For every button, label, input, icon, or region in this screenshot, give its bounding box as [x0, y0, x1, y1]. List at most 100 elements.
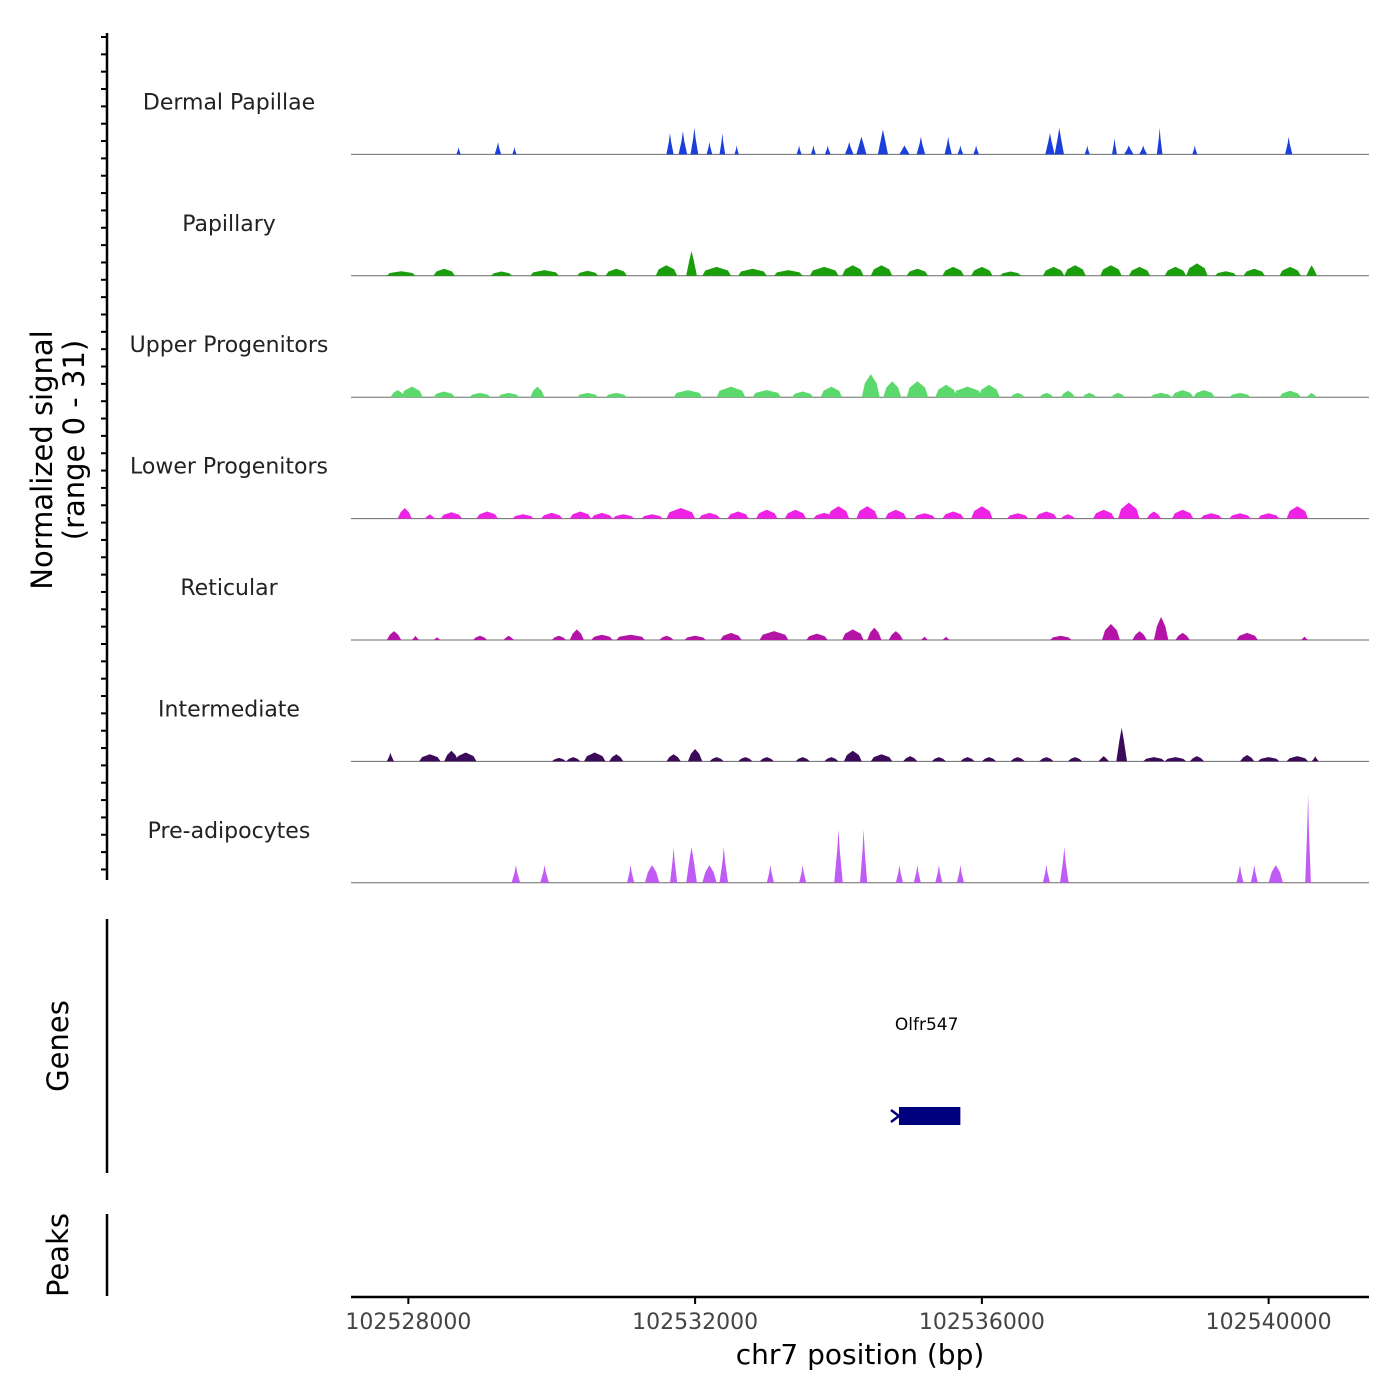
signal-peak [799, 865, 807, 883]
signal-peak [1306, 392, 1317, 398]
signal-peak [498, 392, 520, 398]
signal-peak [605, 268, 627, 276]
signal-peak [774, 270, 803, 276]
signal-peak [666, 508, 696, 519]
track-label: Intermediate [158, 697, 300, 722]
signal-peak [719, 133, 726, 155]
signal-peak [433, 268, 455, 276]
signal-peak [1082, 392, 1097, 398]
x-axis-ticks: 102528000 102532000 102536000 102540000 [345, 1297, 1332, 1335]
signal-peak [935, 384, 957, 398]
track-3: Lower Progenitors [130, 455, 1369, 520]
x-tick-label: 102536000 [919, 1310, 1045, 1335]
signal-peak [706, 142, 713, 155]
signal-peak [690, 127, 699, 155]
signal-peak [1098, 756, 1110, 762]
signal-peak [906, 381, 929, 398]
signal-peak [1039, 757, 1054, 762]
signal-peak [903, 756, 918, 762]
signal-peak [1132, 631, 1147, 640]
signal-peak [591, 634, 613, 640]
signal-peak [978, 384, 1000, 398]
x-axis-title: chr7 position (bp) [736, 1338, 985, 1371]
signal-peak [512, 514, 534, 519]
signal-peak [494, 142, 502, 155]
signal-peak [1042, 865, 1050, 883]
signal-peak [540, 865, 549, 883]
signal-peak [810, 145, 816, 155]
signal-peak [844, 142, 854, 155]
peaks-track-label: Peaks [41, 1213, 75, 1297]
signal-peak [856, 136, 867, 155]
signal-peak [1279, 390, 1301, 398]
signal-peak [440, 512, 463, 519]
genes-track-label: Genes [41, 1000, 75, 1092]
signal-peak [860, 829, 868, 883]
signal-peak [1193, 390, 1215, 398]
signal-peak [820, 386, 843, 398]
signal-peak [1214, 271, 1237, 276]
signal-peak [843, 750, 862, 762]
track-label: Reticular [180, 576, 278, 601]
signal-peak [1279, 266, 1301, 276]
signal-peak [1268, 865, 1283, 883]
signal-peak [1060, 390, 1076, 398]
signal-peak [916, 136, 926, 155]
signal-peak [530, 270, 559, 276]
signal-peak [686, 847, 697, 883]
signal-peak [1110, 392, 1126, 398]
signal-peak [670, 847, 678, 883]
signal-peak [1171, 390, 1194, 398]
signal-peak [1229, 392, 1251, 398]
signal-peak [895, 865, 903, 883]
signal-peak [824, 145, 831, 155]
signal-peak [913, 513, 936, 519]
signal-peak [1236, 865, 1244, 883]
signal-peak [716, 386, 746, 398]
signal-peak [944, 136, 952, 155]
signal-peak [702, 266, 731, 276]
gene-label: Olfr547 [895, 1015, 959, 1035]
signal-peak [1067, 757, 1083, 762]
signal-peak [678, 131, 688, 155]
gene-strand-arrow [890, 1109, 902, 1123]
signal-peak [698, 512, 721, 519]
signal-peak [1118, 502, 1140, 519]
signal-peak [1010, 392, 1025, 398]
signal-peak [1192, 145, 1198, 155]
signal-peak [935, 865, 943, 883]
signal-peak [469, 392, 491, 398]
signal-peak [759, 757, 774, 762]
signal-peak [759, 631, 789, 640]
signal-peak [870, 265, 893, 276]
signal-peak [576, 270, 599, 276]
signal-peak [541, 512, 563, 519]
signal-peak [752, 390, 782, 398]
signal-peak [1100, 265, 1122, 276]
signal-peak [444, 750, 459, 762]
signal-peak [906, 268, 929, 276]
signal-peak [1064, 265, 1086, 276]
signal-peak [727, 511, 749, 519]
signal-peak [791, 391, 814, 398]
signal-peak [720, 632, 742, 640]
signal-peak [756, 509, 778, 519]
signal-peak [1236, 632, 1258, 640]
x-tick-label: 102540000 [1206, 1310, 1332, 1335]
track-label: Dermal Papillae [143, 90, 315, 115]
track-label: Papillary [182, 212, 276, 237]
signal-peak [641, 514, 663, 519]
track-label: Upper Progenitors [130, 333, 329, 358]
signal-peak [842, 629, 864, 640]
signal-y-axis [101, 33, 109, 880]
signal-peak [971, 506, 993, 519]
x-tick-label: 102528000 [345, 1310, 471, 1335]
signal-peak [920, 636, 929, 640]
track-2: Upper Progenitors [130, 333, 1369, 398]
signal-peak [1164, 266, 1187, 276]
signal-peak [1150, 392, 1172, 398]
signal-peak [569, 511, 592, 519]
signal-peak [386, 271, 416, 276]
y-axis-title: Normalized signal [25, 330, 59, 589]
signal-peak [551, 757, 567, 762]
